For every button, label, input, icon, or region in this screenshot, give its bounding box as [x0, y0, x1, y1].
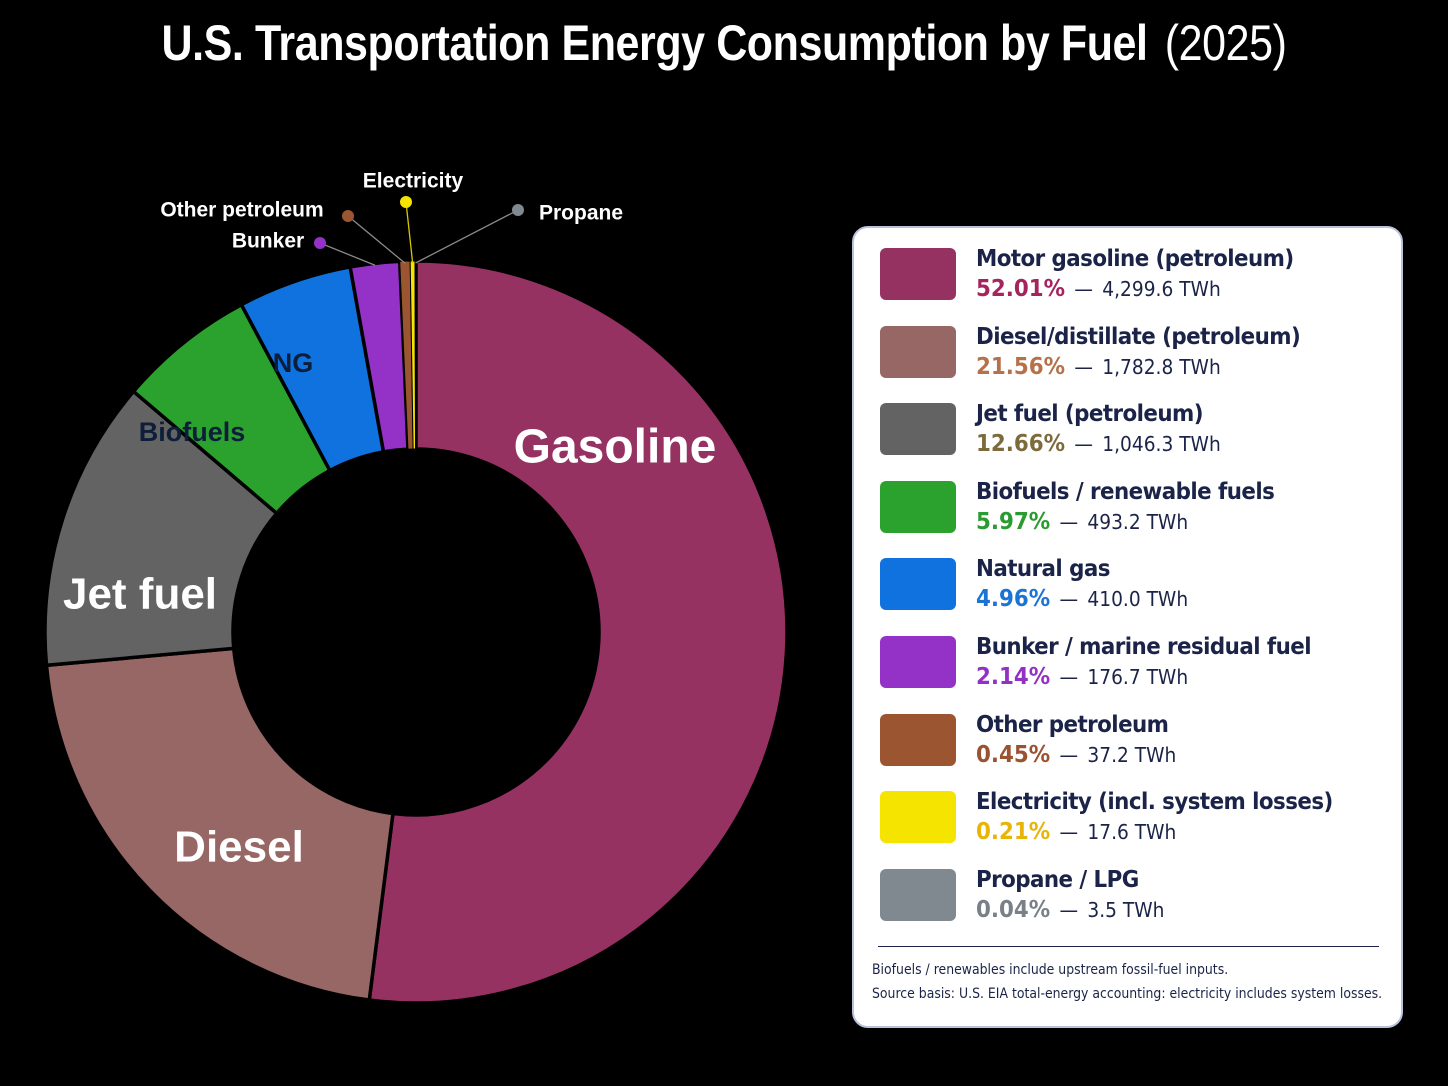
legend-twh-biofuels: 493.2 TWh — [1087, 509, 1189, 534]
legend-dash: — — [1059, 742, 1079, 767]
legend-twh-bunker: 176.7 TWh — [1087, 665, 1189, 689]
legend-twh-jet-fuel: 1,046.3 TWh — [1102, 432, 1221, 457]
legend-percent-bunker: 2.14% — [976, 664, 1051, 690]
legend-percent-gasoline: 52.01% — [976, 276, 1066, 302]
legend-note-biofuels: Biofuels / renewables include upstream f… — [872, 962, 1229, 978]
slice-label-ng: NG — [273, 348, 314, 378]
legend-dash: — — [1074, 277, 1093, 301]
legend-item-biofuels: Biofuels / renewable fuels 5.97% — 493.2 TW… — [854, 478, 1401, 551]
slice-label-jet-fuel: Jet fuel — [63, 570, 217, 619]
slice-gasoline — [367, 259, 789, 1005]
legend-percent-jet-fuel: 12.66% — [976, 431, 1066, 458]
legend-label-bunker: Bunker / marine residual fuel — [976, 634, 1312, 660]
legend-dash: — — [1059, 665, 1079, 689]
legend-swatch-bunker — [880, 636, 956, 688]
legend-value-ng: 4.96% — 410.0 TWh — [976, 586, 1188, 612]
legend-label-jet-fuel: Jet fuel (petroleum) — [976, 401, 1204, 428]
legend-dash: — — [1074, 354, 1093, 379]
legend-value-bunker: 2.14% — 176.7 TWh — [976, 664, 1188, 690]
leader-line-electricity — [405, 201, 414, 264]
slice-label-gasoline: Gasoline — [514, 421, 717, 474]
leader-line-other-petroleum — [347, 215, 406, 264]
legend-item-propane: Propane / LPG 0.04% — 3.5 TWh — [854, 866, 1401, 939]
leader-dot-bunker — [314, 237, 326, 249]
legend-swatch-gasoline — [880, 248, 956, 300]
legend-twh-ng: 410.0 TWh — [1087, 587, 1189, 612]
legend-percent-diesel: 21.56% — [976, 353, 1066, 380]
leader-dot-propane — [512, 204, 524, 216]
legend-percent-ng: 4.96% — [976, 586, 1051, 613]
legend-label-propane: Propane / LPG — [976, 866, 1139, 893]
slice-propane — [414, 260, 417, 450]
legend-swatch-other-petroleum — [880, 713, 956, 766]
legend-divider — [878, 946, 1379, 947]
callout-label-other-petroleum: Other petroleum — [160, 199, 323, 222]
legend-swatch-jet-fuel — [880, 403, 956, 456]
chart-title-year: (2025) — [1164, 15, 1287, 71]
legend-value-gasoline: 52.01% — 4,299.6 TWh — [976, 276, 1221, 302]
legend-label-biofuels: Biofuels / renewable fuels — [976, 478, 1275, 505]
legend-note-source: Source basis: U.S. EIA total-energy acco… — [872, 986, 1383, 1002]
leader-dot-electricity — [400, 196, 412, 208]
slice-label-biofuels: Biofuels — [139, 417, 246, 447]
legend-value-biofuels: 5.97% — 493.2 TWh — [976, 509, 1188, 535]
legend-value-jet-fuel: 12.66% — 1,046.3 TWh — [976, 431, 1221, 457]
callout-label-bunker: Bunker — [232, 230, 304, 253]
legend-item-other-petroleum: Other petroleum 0.45% — 37.2 TWh — [854, 711, 1401, 784]
callout-label-propane: Propane — [539, 202, 623, 225]
legend-label-diesel: Diesel/distillate (petroleum) — [976, 323, 1301, 350]
legend-value-diesel: 21.56% — 1,782.8 TWh — [976, 354, 1221, 380]
legend-twh-diesel: 1,782.8 TWh — [1102, 354, 1221, 379]
legend-swatch-electricity — [880, 791, 956, 844]
legend-item-jet-fuel: Jet fuel (petroleum) 12.66% — 1,046.3 TWh — [854, 401, 1401, 473]
legend-value-other-petroleum: 0.45% — 37.2 TWh — [976, 742, 1176, 768]
legend-label-ng: Natural gas — [976, 556, 1110, 583]
legend-dash: — — [1074, 432, 1093, 457]
leader-line-bunker — [319, 242, 376, 266]
slice-label-diesel: Diesel — [174, 823, 304, 872]
legend-dash: — — [1059, 897, 1079, 922]
legend-twh-gasoline: 4,299.6 TWh — [1102, 277, 1221, 301]
leader-line-propane — [415, 209, 519, 264]
legend-twh-other-petroleum: 37.2 TWh — [1087, 742, 1177, 767]
legend-item-diesel: Diesel/distillate (petroleum) 21.56% — 1,78… — [854, 323, 1401, 396]
legend-swatch-propane — [880, 868, 956, 921]
legend-label-gasoline: Motor gasoline (petroleum) — [976, 246, 1294, 272]
slice-diesel — [44, 646, 395, 1003]
slice-jet-fuel — [43, 388, 280, 668]
legend-percent-electricity: 0.21% — [976, 819, 1051, 846]
legend-dash: — — [1059, 509, 1079, 534]
legend-label-other-petroleum: Other petroleum — [976, 711, 1169, 738]
legend-item-ng: Natural gas 4.96% — 410.0 TWh — [854, 556, 1401, 628]
legend-value-electricity: 0.21% — 17.6 TWh — [976, 819, 1176, 845]
legend-item-electricity: Electricity (incl. system losses) 0.21% — 1… — [854, 789, 1401, 861]
legend-dash: — — [1059, 587, 1079, 612]
chart-title: U.S. Transportation Energy Consumption b… — [101, 14, 1346, 72]
legend: Motor gasoline (petroleum) 52.01% — 4,299.6… — [852, 226, 1403, 1028]
legend-percent-propane: 0.04% — [976, 896, 1051, 923]
legend-swatch-diesel — [880, 325, 956, 378]
legend-swatch-biofuels — [880, 480, 956, 533]
legend-twh-propane: 3.5 TWh — [1087, 897, 1165, 922]
legend-dash: — — [1059, 820, 1079, 845]
leader-dot-other-petroleum — [342, 210, 354, 222]
legend-label-electricity: Electricity (incl. system losses) — [976, 789, 1333, 816]
callout-label-electricity: Electricity — [363, 170, 464, 193]
legend-percent-other-petroleum: 0.45% — [976, 741, 1051, 768]
chart-title-main: U.S. Transportation Energy Consumption b… — [161, 15, 1148, 71]
legend-swatch-ng — [880, 558, 956, 611]
legend-item-bunker: Bunker / marine residual fuel 2.14% — 176.7… — [854, 634, 1401, 706]
legend-twh-electricity: 17.6 TWh — [1087, 820, 1177, 845]
legend-percent-biofuels: 5.97% — [976, 508, 1051, 535]
legend-value-propane: 0.04% — 3.5 TWh — [976, 897, 1164, 923]
legend-item-gasoline: Motor gasoline (petroleum) 52.01% — 4,299.6… — [854, 246, 1401, 318]
